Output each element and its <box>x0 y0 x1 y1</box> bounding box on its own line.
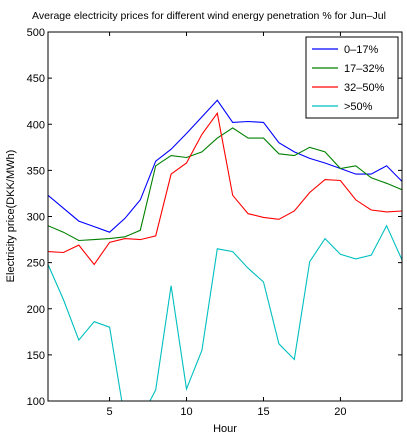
series-line-1 <box>48 99 402 233</box>
legend: 0–17% 17–32% 32–50% >50% <box>305 36 399 119</box>
x-tick-label: 5 <box>107 406 113 418</box>
y-tick-label: 250 <box>27 258 45 270</box>
x-tick-label: 15 <box>257 406 269 418</box>
y-tick-label: 350 <box>27 165 45 177</box>
y-tick-label: 500 <box>27 27 45 39</box>
y-tick-label: 400 <box>27 119 45 131</box>
x-axis-label: Hour <box>213 423 237 435</box>
y-tick-label: 200 <box>27 304 45 316</box>
legend-box <box>305 36 399 119</box>
legend-label-2: 17–32% <box>344 63 385 75</box>
y-tick-label: 150 <box>27 350 45 362</box>
legend-label-3: 32–50% <box>344 82 385 94</box>
x-tick-label: 20 <box>334 406 346 418</box>
legend-label-1: 0–17% <box>344 44 378 56</box>
series-line-3 <box>48 111 402 266</box>
y-axis-label: Electricity price(DKK/MWh) <box>5 150 17 283</box>
series-line-2 <box>48 127 402 242</box>
x-tick-label: 10 <box>180 406 192 418</box>
y-tick-label: 450 <box>27 73 45 85</box>
y-tick-label: 100 <box>27 396 45 408</box>
y-tick-label: 300 <box>27 212 45 224</box>
chart-title: Average electricity prices for different… <box>32 10 386 22</box>
series-layer <box>48 99 402 401</box>
legend-label-4: >50% <box>344 101 373 113</box>
x-axis: 5 10 15 20 <box>107 32 347 418</box>
y-axis: 100 150 200 250 300 350 400 450 500 <box>27 27 402 408</box>
series-line-4 <box>48 224 402 401</box>
